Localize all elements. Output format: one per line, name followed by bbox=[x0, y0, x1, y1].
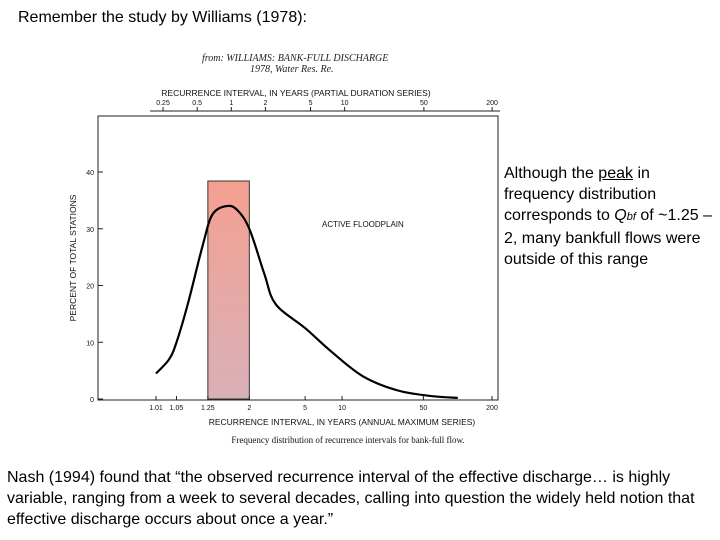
handwritten-source-note: from: WILLIAMS: BANK-FULL DISCHARGE 1978… bbox=[202, 53, 388, 75]
annotation-text-1: Although the bbox=[504, 165, 599, 182]
x-tick-label: 5 bbox=[303, 405, 307, 412]
top-x-tick-label: 1 bbox=[229, 100, 233, 107]
top-x-tick-label: 0.25 bbox=[156, 100, 170, 107]
plot-frame bbox=[97, 115, 499, 401]
y-axis: 0 10 20 30 40 bbox=[86, 170, 103, 404]
active-floodplain-label: ACTIVE FLOODPLAIN bbox=[322, 220, 404, 229]
x-tick-label: 1.25 bbox=[201, 405, 215, 412]
x-tick-label: 10 bbox=[338, 405, 346, 412]
top-x-tick-label: 5 bbox=[309, 100, 313, 107]
x-tick-label: 2 bbox=[247, 405, 251, 412]
y-tick-label: 40 bbox=[86, 170, 94, 177]
annotation-peak: peak bbox=[598, 165, 633, 182]
top-x-tick-label: 10 bbox=[341, 100, 349, 107]
annotation-text-3: of ~1.25 – 2, many bankfull flows were o… bbox=[504, 207, 712, 268]
annotation-q-sub: bf bbox=[626, 211, 636, 223]
annotation-q: Q bbox=[614, 207, 627, 224]
top-x-tick-label: 2 bbox=[263, 100, 267, 107]
chart-caption: Frequency distribution of recurrence int… bbox=[231, 435, 464, 445]
source-note-line-2: 1978, Water Res. Re. bbox=[250, 64, 334, 75]
chart-title: RECURRENCE INTERVAL, IN YEARS (PARTIAL D… bbox=[161, 88, 431, 98]
top-x-axis: 0.25 0.5 1 2 5 10 50 200 bbox=[150, 100, 500, 112]
top-x-tick-label: 50 bbox=[420, 100, 428, 107]
footer-quote: Nash (1994) found that “the observed rec… bbox=[7, 469, 695, 528]
source-note-line-1: from: WILLIAMS: BANK-FULL DISCHARGE bbox=[202, 53, 389, 64]
x-tick-label: 50 bbox=[419, 405, 427, 412]
top-x-tick-label: 0.5 bbox=[192, 100, 202, 107]
series-line bbox=[155, 204, 458, 399]
bottom-x-axis: 1.01 1.05 1.25 2 5 10 50 200 bbox=[149, 396, 498, 412]
top-x-tick-label: 200 bbox=[486, 100, 498, 107]
x-tick-label: 1.01 bbox=[149, 405, 163, 412]
annotation-box: Although the peak in frequency distribut… bbox=[504, 163, 714, 270]
x-axis-label: RECURRENCE INTERVAL, IN YEARS (ANNUAL MA… bbox=[209, 417, 476, 427]
slide-title: Remember the study by Williams (1978): bbox=[18, 9, 307, 26]
y-tick-label: 0 bbox=[90, 397, 94, 404]
x-tick-label: 200 bbox=[486, 405, 498, 412]
y-axis-label: PERCENT OF TOTAL STATIONS bbox=[68, 194, 78, 321]
y-tick-label: 20 bbox=[86, 284, 94, 291]
x-tick-label: 1.05 bbox=[170, 405, 184, 412]
y-tick-label: 10 bbox=[86, 340, 94, 347]
y-tick-label: 30 bbox=[86, 227, 94, 234]
annotation-text-2: in frequency distribution corresponds to bbox=[504, 165, 657, 224]
